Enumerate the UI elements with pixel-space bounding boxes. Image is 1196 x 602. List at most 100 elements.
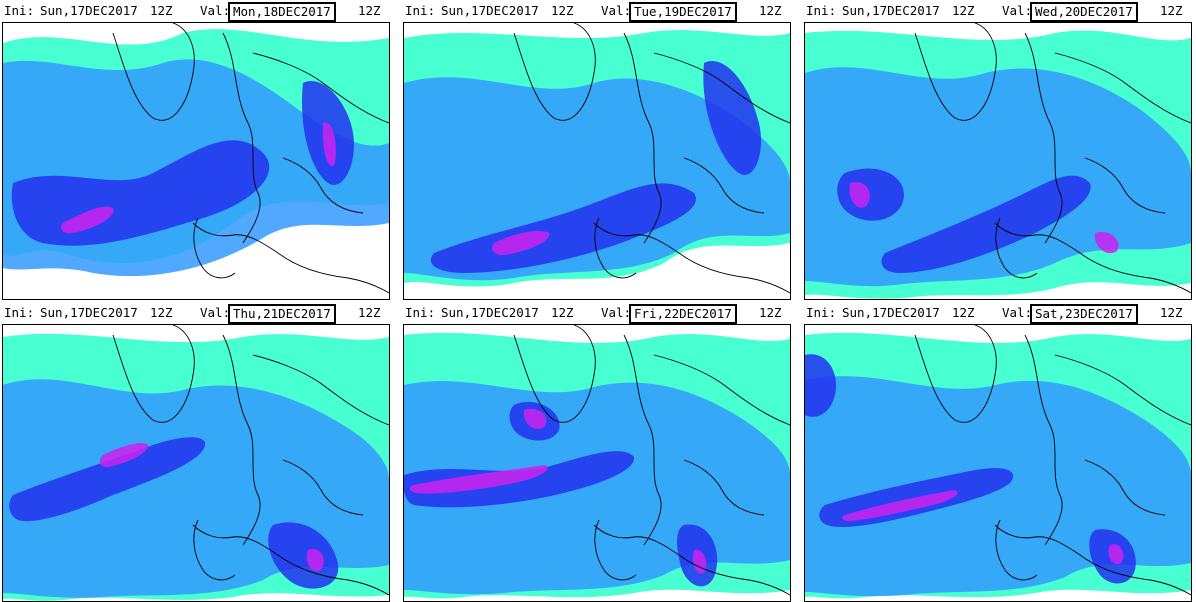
- valid-date-box: Tue,19DEC2017: [629, 2, 737, 22]
- coastline: [994, 524, 1191, 596]
- valid-hour: 12Z: [1160, 305, 1183, 320]
- forecast-panel: Ini: Sun,17DEC2017 12Z Val: Fri,22DEC2017 12Z: [401, 302, 791, 602]
- precip-intense-area: [306, 549, 324, 572]
- coastline: [513, 23, 596, 121]
- coastline: [282, 157, 364, 214]
- panel-header: Ini: Sun,17DEC2017 12Z Val: Mon,18DEC2017 12Z: [0, 0, 390, 22]
- map-canvas: [3, 325, 389, 601]
- coastline: [1054, 52, 1191, 124]
- coastline: [1024, 32, 1063, 244]
- precipitation-map: [403, 324, 791, 602]
- coastline: [1084, 459, 1166, 516]
- init-label: Ini:: [806, 3, 837, 18]
- panel-header: Ini: Sun,17DEC2017 12Z Val: Sat,23DEC2017 12Z: [802, 302, 1192, 324]
- init-date: Sun,17DEC2017: [441, 305, 539, 320]
- coastline: [914, 23, 997, 121]
- precip-intense-area: [849, 182, 870, 208]
- coastline: [513, 325, 596, 423]
- coastline: [222, 334, 261, 546]
- coastline: [594, 519, 637, 581]
- coastline: [222, 32, 261, 244]
- valid-label: Val:: [1002, 305, 1033, 320]
- precip-intense-area: [523, 408, 547, 430]
- forecast-panel: Ini: Sun,17DEC2017 12Z Val: Mon,18DEC2017 12Z: [0, 0, 390, 300]
- init-hour: 12Z: [952, 305, 975, 320]
- precipitation-map: [2, 324, 390, 602]
- valid-label: Val:: [601, 305, 632, 320]
- init-hour: 12Z: [551, 3, 574, 18]
- precip-strong-area: [268, 522, 339, 589]
- precip-strong-area: [9, 437, 206, 522]
- coastline: [1054, 354, 1191, 426]
- valid-hour: 12Z: [358, 3, 381, 18]
- coastline: [683, 459, 765, 516]
- valid-hour: 12Z: [358, 305, 381, 320]
- precipitation-map: [403, 22, 791, 300]
- forecast-panel: Ini: Sun,17DEC2017 12Z Val: Sat,23DEC2017 12Z: [802, 302, 1192, 602]
- coastline: [112, 325, 195, 423]
- valid-hour: 12Z: [1160, 3, 1183, 18]
- map-canvas: [404, 23, 790, 294]
- coastline: [623, 334, 662, 546]
- precip-strong-area: [703, 61, 762, 175]
- forecast-panel: Ini: Sun,17DEC2017 12Z Val: Wed,20DEC2017 12Z: [802, 0, 1192, 300]
- init-date: Sun,17DEC2017: [441, 3, 539, 18]
- precip-strong-area: [881, 175, 1091, 273]
- map-canvas: [3, 23, 389, 294]
- coastline: [683, 157, 765, 214]
- coastline: [914, 325, 997, 423]
- coastline: [994, 222, 1191, 294]
- init-label: Ini:: [4, 3, 35, 18]
- coastline: [594, 217, 637, 279]
- init-label: Ini:: [4, 305, 35, 320]
- forecast-panel: Ini: Sun,17DEC2017 12Z Val: Tue,19DEC2017 12Z: [401, 0, 791, 300]
- coastline: [193, 217, 236, 279]
- precipitation-map: [804, 324, 1192, 602]
- coastline: [193, 519, 236, 581]
- coastline: [593, 524, 790, 596]
- precip-intense-area: [409, 465, 548, 494]
- coastline: [995, 519, 1038, 581]
- coastline: [1084, 157, 1166, 214]
- forecast-panel: Ini: Sun,17DEC2017 12Z Val: Thu,21DEC2017 12Z: [0, 302, 390, 602]
- init-label: Ini:: [405, 305, 436, 320]
- coastline: [252, 354, 389, 426]
- valid-label: Val:: [601, 3, 632, 18]
- precipitation-map: [804, 22, 1192, 300]
- init-label: Ini:: [405, 3, 436, 18]
- precip-strong-area: [837, 168, 904, 221]
- valid-date-box: Fri,22DEC2017: [629, 304, 737, 324]
- coastline: [593, 222, 790, 294]
- map-canvas: [805, 325, 1191, 599]
- valid-label: Val:: [200, 305, 231, 320]
- valid-date-box: Wed,20DEC2017: [1030, 2, 1138, 22]
- init-date: Sun,17DEC2017: [842, 3, 940, 18]
- panel-header: Ini: Sun,17DEC2017 12Z Val: Thu,21DEC2017 12Z: [0, 302, 390, 324]
- valid-hour: 12Z: [759, 305, 782, 320]
- valid-label: Val:: [1002, 3, 1033, 18]
- coastline: [623, 32, 662, 244]
- init-hour: 12Z: [551, 305, 574, 320]
- panel-header: Ini: Sun,17DEC2017 12Z Val: Wed,20DEC2017 12Z: [802, 0, 1192, 22]
- precip-medium-area: [805, 67, 1191, 287]
- coastline: [192, 222, 389, 294]
- precip-intense-area: [1108, 544, 1124, 565]
- coastline: [653, 52, 790, 124]
- valid-date-box: Sat,23DEC2017: [1030, 304, 1138, 324]
- coastline: [192, 524, 389, 596]
- precip-intense-area: [692, 549, 707, 574]
- precip-intense-area: [1094, 231, 1119, 254]
- coastline: [252, 52, 389, 124]
- init-hour: 12Z: [952, 3, 975, 18]
- valid-date-box: Thu,21DEC2017: [228, 304, 336, 324]
- coastline: [995, 217, 1038, 279]
- precip-intense-area: [322, 122, 336, 167]
- init-hour: 12Z: [150, 305, 173, 320]
- coastline: [112, 23, 195, 121]
- map-canvas: [805, 23, 1191, 299]
- precip-intense-area: [492, 231, 550, 256]
- precip-medium-area: [404, 77, 790, 281]
- precip-intense-area: [99, 443, 149, 468]
- coastline: [282, 459, 364, 516]
- coastline: [653, 354, 790, 426]
